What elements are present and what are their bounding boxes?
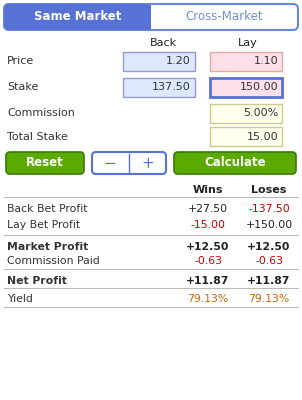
Text: Market Profit: Market Profit <box>7 242 88 252</box>
Bar <box>123 52 195 71</box>
Text: -0.63: -0.63 <box>194 256 222 266</box>
Text: Yield: Yield <box>7 294 33 304</box>
Text: Commission Paid: Commission Paid <box>7 256 100 266</box>
Text: Total Stake: Total Stake <box>7 132 68 142</box>
Text: +: + <box>142 156 154 170</box>
Text: -15.00: -15.00 <box>191 220 226 230</box>
Text: 150.00: 150.00 <box>239 82 278 92</box>
Text: 1.20: 1.20 <box>166 56 191 66</box>
FancyBboxPatch shape <box>92 152 166 174</box>
Text: 79.13%: 79.13% <box>248 294 290 304</box>
Bar <box>123 78 195 97</box>
Bar <box>210 78 282 97</box>
Text: 79.13%: 79.13% <box>187 294 229 304</box>
Text: Price: Price <box>7 56 34 66</box>
Text: Same Market: Same Market <box>34 10 121 24</box>
Text: Calculate: Calculate <box>204 156 266 170</box>
Text: Commission: Commission <box>7 108 75 118</box>
FancyBboxPatch shape <box>4 4 298 30</box>
Text: +27.50: +27.50 <box>188 204 228 214</box>
FancyBboxPatch shape <box>4 4 151 30</box>
Text: Reset: Reset <box>26 156 64 170</box>
Text: +12.50: +12.50 <box>186 242 230 252</box>
Text: 1.10: 1.10 <box>253 56 278 66</box>
Text: 5.00%: 5.00% <box>243 108 278 118</box>
Text: Wins: Wins <box>193 185 223 195</box>
Text: +11.87: +11.87 <box>247 276 291 286</box>
Text: Net Profit: Net Profit <box>7 276 67 286</box>
Text: Loses: Loses <box>251 185 287 195</box>
Text: Lay Bet Profit: Lay Bet Profit <box>7 220 80 230</box>
Text: +11.87: +11.87 <box>186 276 230 286</box>
Text: 137.50: 137.50 <box>152 82 191 92</box>
Text: Stake: Stake <box>7 82 38 92</box>
Text: Lay: Lay <box>238 38 258 48</box>
Text: -0.63: -0.63 <box>255 256 283 266</box>
Text: 15.00: 15.00 <box>246 132 278 142</box>
Bar <box>145 5 151 29</box>
Text: -137.50: -137.50 <box>248 204 290 214</box>
Bar <box>210 127 282 146</box>
Text: −: − <box>104 156 116 170</box>
Text: Back Bet Profit: Back Bet Profit <box>7 204 88 214</box>
FancyBboxPatch shape <box>174 152 296 174</box>
Text: Cross-Market: Cross-Market <box>186 10 263 24</box>
Text: Back: Back <box>149 38 177 48</box>
Text: +150.00: +150.00 <box>245 220 293 230</box>
Bar <box>210 52 282 71</box>
Text: +12.50: +12.50 <box>247 242 291 252</box>
Bar <box>210 104 282 123</box>
FancyBboxPatch shape <box>6 152 84 174</box>
